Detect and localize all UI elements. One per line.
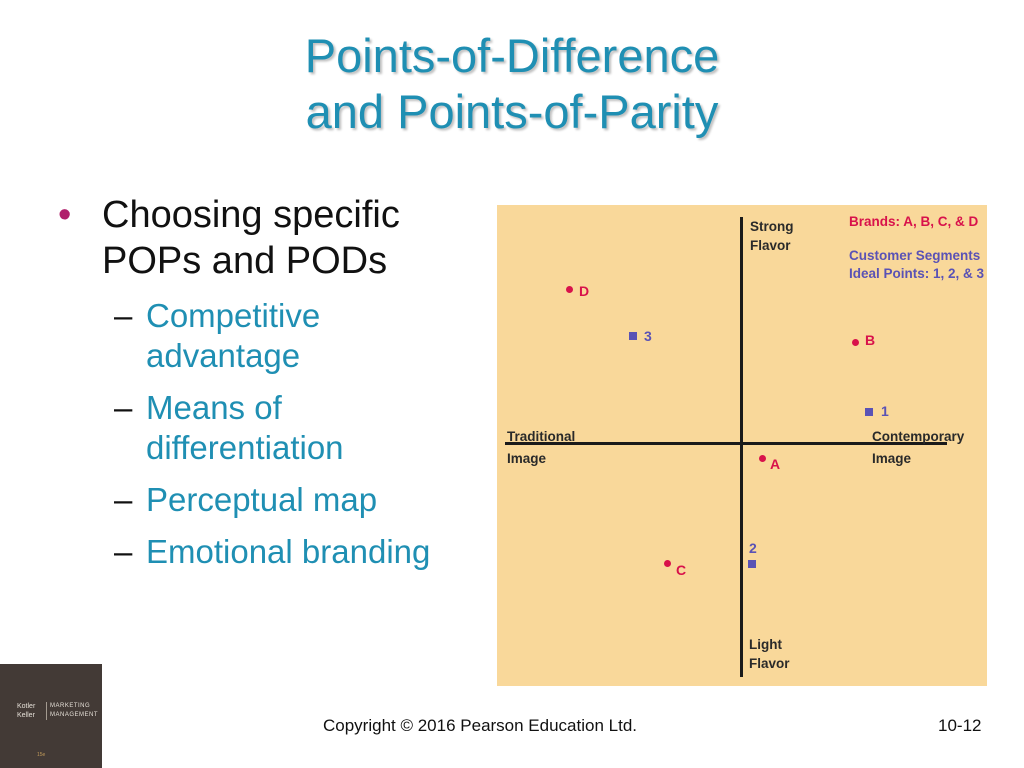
copyright-notice: Copyright © 2016 Pearson Education Ltd. xyxy=(323,716,638,735)
sub-bullet-list: – Competitive advantage – Means of diffe… xyxy=(58,296,478,572)
segment-1-marker xyxy=(865,408,873,416)
axis-label-left: Traditional Image xyxy=(507,429,576,466)
bullet-list: • Choosing specific POPs and PODs – Comp… xyxy=(58,192,478,584)
perceptual-map: Strong Flavor Light Flavor Traditional I… xyxy=(497,205,987,686)
bullet-marker: • xyxy=(58,194,72,236)
legend-segments: Customer Segments xyxy=(849,248,981,263)
logo-authors: Kotler Keller xyxy=(17,703,36,719)
logo-divider xyxy=(46,702,47,720)
sub-bullet: – Perceptual map xyxy=(58,480,478,520)
slide-title-line-1: Points-of-Difference xyxy=(304,29,720,82)
sub-bullet-text: Competitive advantage xyxy=(146,297,321,374)
segment-1-label: 1 xyxy=(881,403,889,419)
horizontal-axis xyxy=(505,442,947,445)
sub-bullet-text: Means of differentiation xyxy=(146,389,344,466)
sub-bullet: – Means of differentiation xyxy=(58,388,478,468)
segment-3-marker xyxy=(629,332,637,340)
sub-bullet-dash: – xyxy=(114,481,133,518)
axis-label-top: Strong Flavor xyxy=(750,219,794,253)
sub-bullet-dash: – xyxy=(114,389,133,426)
sub-bullet-dash: – xyxy=(114,533,133,570)
slide-title: Points-of-Difference and Points-of-Parit… xyxy=(0,28,1024,140)
main-bullet-text: Choosing specific POPs and PODs xyxy=(102,194,400,282)
brand-c-label: C xyxy=(676,562,687,578)
legend-brands: Brands: A, B, C, & D xyxy=(849,214,979,229)
logo-edition: 15e xyxy=(37,752,46,758)
logo-book-title: MARKETING MANAGEMENT xyxy=(50,703,99,718)
axis-label-right: Contemporary Image xyxy=(872,429,965,466)
brand-a-label: A xyxy=(770,456,781,472)
brand-a-marker xyxy=(759,455,766,462)
brand-c-marker xyxy=(664,560,671,567)
brand-b-label: B xyxy=(865,332,876,348)
sub-bullet: – Emotional branding xyxy=(58,532,478,572)
segment-3-label: 3 xyxy=(644,328,652,344)
axis-label-bottom: Light Flavor xyxy=(749,637,790,671)
segment-2-marker xyxy=(748,560,756,568)
slide-number: 10-12 xyxy=(938,716,982,735)
slide-title-line-2: and Points-of-Parity xyxy=(305,85,719,138)
main-bullet: • Choosing specific POPs and PODs xyxy=(58,192,478,284)
sub-bullet-text: Emotional branding xyxy=(146,533,431,570)
kotler-keller-logo: Kotler Keller MARKETING MANAGEMENT xyxy=(0,664,102,768)
map-legend: Brands: A, B, C, & D Customer Segments I… xyxy=(849,213,984,283)
brand-b-marker xyxy=(852,339,859,346)
legend-ideal-points: Ideal Points: 1, 2, & 3 xyxy=(849,266,985,281)
brand-d-label: D xyxy=(579,283,590,299)
sub-bullet: – Competitive advantage xyxy=(58,296,478,376)
segment-2-label: 2 xyxy=(749,540,757,556)
sub-bullet-dash: – xyxy=(114,297,133,334)
sub-bullet-text: Perceptual map xyxy=(146,481,378,518)
vertical-axis xyxy=(740,217,743,677)
brand-d-marker xyxy=(566,286,573,293)
